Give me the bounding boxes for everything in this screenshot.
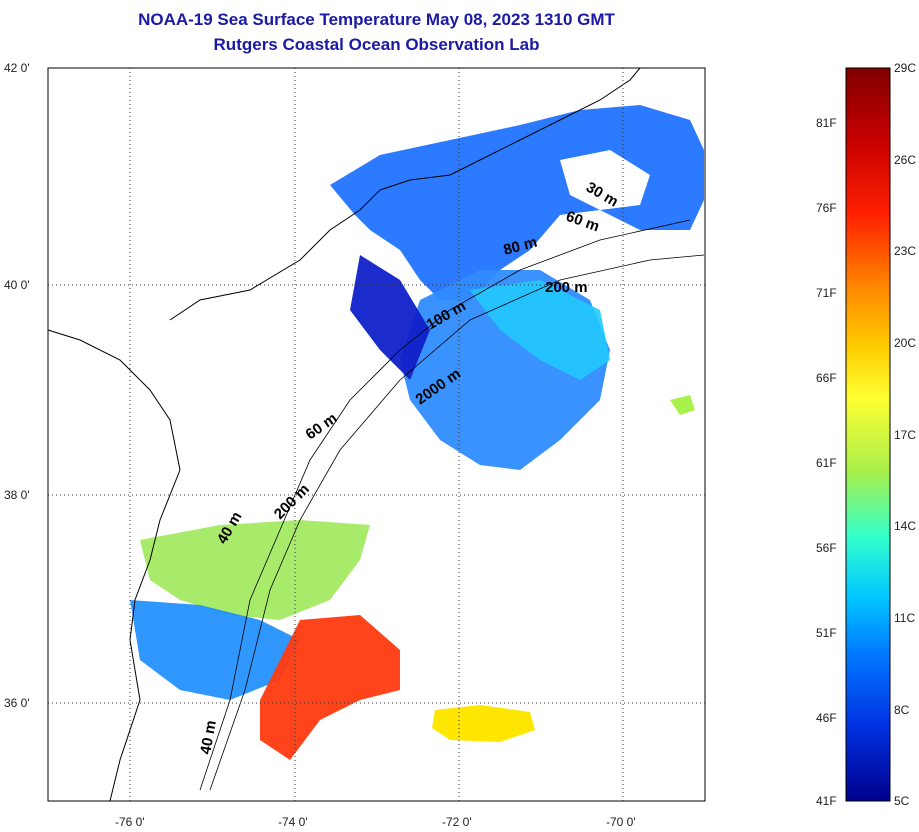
lat-tick-label: 36 0' <box>4 696 30 710</box>
lon-tick-label: -70 0' <box>606 815 636 829</box>
lon-tick-label: -74 0' <box>278 815 308 829</box>
fahrenheit-label: 61F <box>816 456 837 470</box>
map-subtitle: Rutgers Coastal Ocean Observation Lab <box>213 35 540 54</box>
celsius-label: 5C <box>894 794 910 808</box>
colorbar-fahrenheit-labels: 81F 76F 71F 66F 61F 56F 51F 46F 41F <box>816 116 837 808</box>
graticule <box>48 68 705 801</box>
sst-patch-southern-green <box>140 520 370 620</box>
fahrenheit-label: 81F <box>816 116 837 130</box>
fahrenheit-label: 76F <box>816 201 837 215</box>
colorbar <box>845 67 891 802</box>
longitude-ticks: -76 0' -74 0' -72 0' -70 0' <box>115 815 636 829</box>
celsius-label: 26C <box>894 153 916 167</box>
map-title: NOAA-19 Sea Surface Temperature May 08, … <box>138 10 615 29</box>
latitude-ticks: 42 0' 40 0' 38 0' 36 0' <box>4 61 30 710</box>
fahrenheit-label: 71F <box>816 286 837 300</box>
sst-patch-offshore-cyan <box>470 280 610 380</box>
lon-tick-label: -72 0' <box>442 815 472 829</box>
lat-tick-label: 38 0' <box>4 488 30 502</box>
sst-patch-shelf-dark <box>350 255 430 380</box>
fahrenheit-label: 51F <box>816 626 837 640</box>
fahrenheit-label: 66F <box>816 371 837 385</box>
sst-patch-yellow <box>432 705 535 742</box>
celsius-label: 17C <box>894 428 916 442</box>
sst-data-layer <box>130 105 704 760</box>
lat-tick-label: 42 0' <box>4 61 30 75</box>
sst-patch-small-green <box>670 395 695 415</box>
contour-label: 200 m <box>545 279 588 296</box>
fahrenheit-label: 56F <box>816 541 837 555</box>
celsius-label: 29C <box>894 61 916 75</box>
fahrenheit-label: 41F <box>816 794 837 808</box>
isobaths <box>199 219 705 791</box>
celsius-label: 23C <box>894 244 916 258</box>
contour-label: 40 m <box>197 719 220 756</box>
colorbar-celsius-labels: 29C 26C 23C 20C 17C 14C 11C 8C 5C <box>894 61 916 808</box>
fahrenheit-label: 46F <box>816 711 837 725</box>
sst-patch-southern-blue <box>130 600 300 700</box>
coastline <box>47 67 641 802</box>
lon-tick-label: -76 0' <box>115 815 145 829</box>
sst-patch-gulf-stream <box>260 615 400 760</box>
sst-patch-northeast-light <box>560 150 650 210</box>
celsius-label: 14C <box>894 519 916 533</box>
celsius-label: 8C <box>894 703 910 717</box>
lat-tick-label: 40 0' <box>4 278 30 292</box>
celsius-label: 20C <box>894 336 916 350</box>
celsius-label: 11C <box>894 611 915 625</box>
